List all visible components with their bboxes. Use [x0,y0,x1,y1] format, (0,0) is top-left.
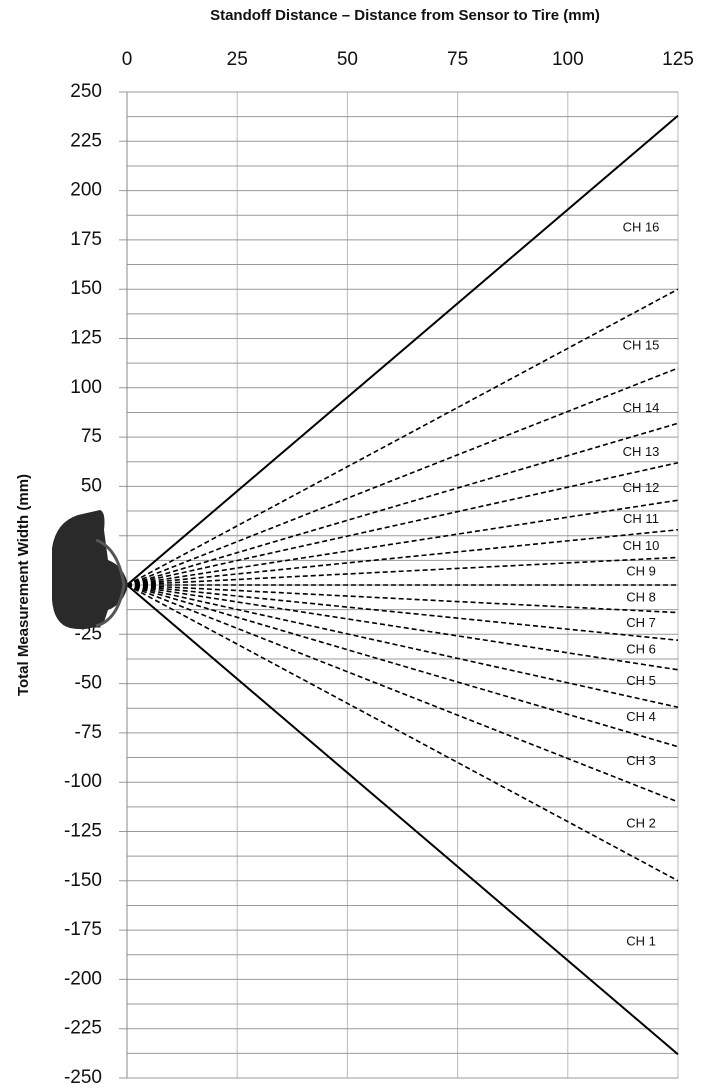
y-tick-label: -225 [64,1018,102,1039]
channel-label: CH 12 [623,480,660,495]
chart: Standoff Distance – Distance from Sensor… [0,0,702,1092]
channel-label: CH 10 [623,538,660,553]
channel-boundary [127,585,678,707]
channel-label: CH 3 [626,753,656,768]
y-tick-label: 50 [81,475,102,496]
channel-boundary [127,530,678,585]
y-tick-label: 100 [70,377,102,398]
channel-boundary [127,585,678,640]
y-tick-label: -200 [64,968,102,989]
x-tick-label: 125 [662,49,694,70]
chart-title: Standoff Distance – Distance from Sensor… [210,7,600,24]
sensor [52,510,128,629]
channel-label: CH 11 [623,511,659,526]
y-tick-label: -75 [75,722,102,743]
channel-label: CH 16 [623,220,660,235]
channel-label: CH 7 [626,615,656,630]
y-tick-label: 225 [70,130,102,151]
channel-label: CH 2 [626,816,656,831]
channel-label: CH 4 [626,709,656,724]
channel-label: CH 9 [626,564,656,579]
channel-label: CH 14 [623,400,660,415]
y-tick-label: 75 [81,426,102,447]
x-tick-label: 75 [447,49,468,70]
y-tick-label: -150 [64,870,102,891]
y-tick-label: -125 [64,821,102,842]
channel-label: CH 6 [626,642,656,657]
channel-boundary [127,116,678,585]
channel-boundary [127,585,678,670]
channel-label: CH 15 [623,337,660,352]
channel-boundary [127,585,678,1054]
y-tick-label: 175 [70,229,102,250]
y-tick-label: 200 [70,180,102,201]
channel-boundary [127,557,678,585]
channel-boundary [127,463,678,585]
x-tick-label: 100 [552,49,584,70]
channel-label: CH 8 [626,589,656,604]
y-tick-label: -175 [64,919,102,940]
y-tick-label: 125 [70,328,102,349]
y-tick-label: 250 [70,81,102,102]
x-tick-label: 0 [122,49,133,70]
y-axis-title: Total Measurement Width (mm) [15,474,32,696]
y-tick-label: -250 [64,1067,102,1088]
y-tick-label: -100 [64,771,102,792]
channel-boundary [127,585,678,613]
y-tick-label: 150 [70,278,102,299]
channel-boundary [127,368,678,585]
channel-label: CH 1 [626,933,656,948]
x-tick-label: 25 [227,49,248,70]
channel-label: CH 13 [623,444,660,459]
channel-label: CH 5 [626,673,656,688]
y-tick-label: -50 [75,673,102,694]
channel-boundary [127,585,678,802]
x-tick-label: 50 [337,49,358,70]
channel-boundary [127,500,678,585]
